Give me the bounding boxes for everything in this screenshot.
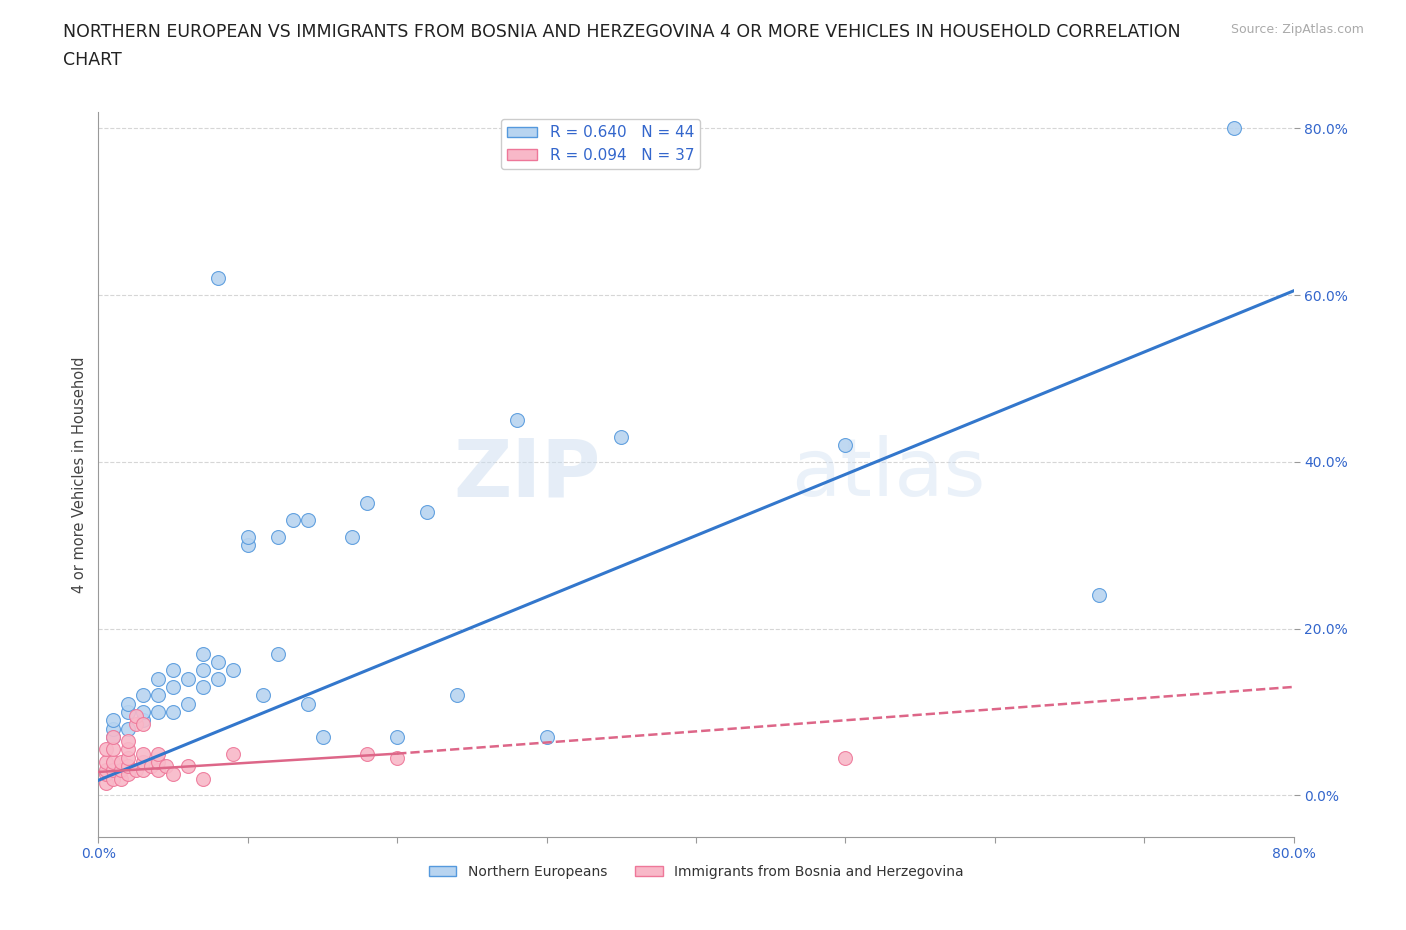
- Point: [117, 721, 139, 736]
- Point: [356, 746, 378, 761]
- Point: [207, 671, 229, 686]
- Point: [356, 496, 378, 511]
- Point: [148, 746, 170, 761]
- Point: [103, 742, 125, 757]
- Point: [125, 763, 148, 777]
- Point: [125, 709, 148, 724]
- Point: [446, 688, 468, 703]
- Point: [125, 717, 148, 732]
- Text: NORTHERN EUROPEAN VS IMMIGRANTS FROM BOSNIA AND HERZEGOVINA 4 OR MORE VEHICLES I: NORTHERN EUROPEAN VS IMMIGRANTS FROM BOS…: [63, 23, 1181, 41]
- Point: [267, 529, 290, 544]
- Point: [162, 705, 184, 720]
- Point: [117, 767, 139, 782]
- Point: [267, 646, 290, 661]
- Point: [162, 663, 184, 678]
- Point: [103, 729, 125, 744]
- Point: [1223, 121, 1246, 136]
- Point: [139, 759, 162, 774]
- Point: [177, 671, 200, 686]
- Point: [110, 754, 132, 769]
- Point: [117, 705, 139, 720]
- Point: [207, 271, 229, 286]
- Point: [110, 771, 132, 786]
- Point: [536, 729, 558, 744]
- Point: [94, 754, 117, 769]
- Point: [191, 663, 214, 678]
- Point: [132, 746, 155, 761]
- Point: [94, 742, 117, 757]
- Point: [385, 751, 409, 765]
- Point: [117, 697, 139, 711]
- Point: [132, 712, 155, 727]
- Point: [103, 754, 125, 769]
- Point: [103, 721, 125, 736]
- Point: [103, 729, 125, 744]
- Point: [132, 705, 155, 720]
- Point: [834, 751, 856, 765]
- Point: [222, 663, 245, 678]
- Point: [148, 671, 170, 686]
- Point: [416, 504, 439, 519]
- Point: [297, 512, 319, 527]
- Point: [834, 438, 856, 453]
- Point: [1088, 588, 1111, 603]
- Point: [132, 688, 155, 703]
- Point: [103, 712, 125, 727]
- Point: [191, 680, 214, 695]
- Point: [132, 763, 155, 777]
- Point: [148, 688, 170, 703]
- Point: [191, 771, 214, 786]
- Point: [117, 742, 139, 757]
- Point: [506, 413, 529, 428]
- Point: [117, 751, 139, 765]
- Point: [132, 754, 155, 769]
- Point: [94, 767, 117, 782]
- Y-axis label: 4 or more Vehicles in Household: 4 or more Vehicles in Household: [72, 356, 87, 592]
- Point: [177, 697, 200, 711]
- Point: [281, 512, 304, 527]
- Point: [222, 746, 245, 761]
- Point: [191, 646, 214, 661]
- Text: atlas: atlas: [792, 435, 986, 513]
- Point: [117, 734, 139, 749]
- Point: [155, 759, 177, 774]
- Point: [94, 763, 117, 777]
- Point: [132, 717, 155, 732]
- Point: [148, 763, 170, 777]
- Point: [252, 688, 274, 703]
- Point: [177, 759, 200, 774]
- Point: [342, 529, 364, 544]
- Point: [110, 763, 132, 777]
- Point: [148, 705, 170, 720]
- Text: ZIP: ZIP: [453, 435, 600, 513]
- Point: [94, 776, 117, 790]
- Point: [610, 430, 633, 445]
- Point: [311, 729, 333, 744]
- Point: [148, 754, 170, 769]
- Point: [297, 697, 319, 711]
- Legend: Northern Europeans, Immigrants from Bosnia and Herzegovina: Northern Europeans, Immigrants from Bosn…: [423, 859, 969, 884]
- Point: [117, 759, 139, 774]
- Point: [207, 655, 229, 670]
- Point: [103, 771, 125, 786]
- Point: [103, 763, 125, 777]
- Point: [162, 767, 184, 782]
- Text: Source: ZipAtlas.com: Source: ZipAtlas.com: [1230, 23, 1364, 36]
- Point: [236, 538, 259, 552]
- Point: [236, 529, 259, 544]
- Point: [385, 729, 409, 744]
- Point: [162, 680, 184, 695]
- Text: CHART: CHART: [63, 51, 122, 69]
